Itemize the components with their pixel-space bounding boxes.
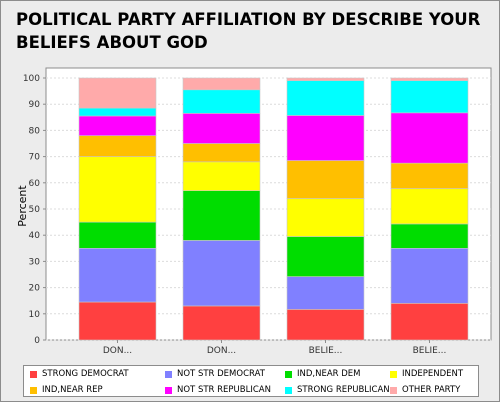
bar-segment-ind-near-dem <box>390 223 469 249</box>
y-tick-label: 60 <box>29 179 41 189</box>
y-tick-label: 10 <box>29 310 41 320</box>
legend-swatch <box>390 386 397 394</box>
legend-swatch <box>285 370 292 378</box>
legend-swatch <box>30 386 37 394</box>
x-tick-label: BELIE... <box>309 346 343 356</box>
legend-label: STRONG REPUBLICAN <box>297 385 390 395</box>
legend-label: NOT STR DEMOCRAT <box>177 369 265 379</box>
legend-swatch <box>390 370 397 378</box>
legend-label: IND,NEAR REP <box>42 385 103 395</box>
legend-item: STRONG REPUBLICAN <box>285 382 390 398</box>
y-tick-label: 70 <box>29 153 41 163</box>
bar-segment-strong-republican <box>390 80 469 114</box>
bar-segment-other-party <box>78 77 157 109</box>
x-tick-label: DON... <box>207 346 236 356</box>
bar-segment-independent <box>390 188 469 225</box>
legend-label: IND,NEAR DEM <box>297 369 361 379</box>
legend-item: OTHER PARTY <box>390 382 480 398</box>
legend-item: IND,NEAR REP <box>30 382 165 398</box>
bar-segment-strong-democrat <box>78 301 157 341</box>
legend-swatch <box>165 386 172 394</box>
legend-item: INDEPENDENT <box>390 366 480 382</box>
bar-segment-independent <box>182 161 261 191</box>
y-tick-label: 20 <box>29 284 41 294</box>
y-tick-label: 100 <box>23 74 40 84</box>
legend-swatch <box>30 370 37 378</box>
y-tick-label: 0 <box>34 336 40 346</box>
legend: STRONG DEMOCRAT NOT STR DEMOCRAT IND,NEAR … <box>23 365 479 397</box>
x-tick-label: BELIE... <box>413 346 447 356</box>
legend-label: STRONG DEMOCRAT <box>42 369 129 379</box>
bar-segment-independent <box>286 198 365 237</box>
bars <box>78 77 469 341</box>
bar-segment-strong-democrat <box>182 305 261 341</box>
bar-segment-strong-republican <box>286 80 365 116</box>
bar-segment-strong-republican <box>78 107 157 117</box>
bar-segment-not-str-democrat <box>390 248 469 304</box>
bar-segment-ind-near-rep <box>182 143 261 163</box>
bar-segment-strong-democrat <box>286 309 365 341</box>
bar-segment-strong-republican <box>182 89 261 114</box>
legend-swatch <box>285 386 292 394</box>
legend-item: NOT STR REPUBLICAN <box>165 382 285 398</box>
chart-title: POLITICAL PARTY AFFILIATION BY DESCRIBE … <box>16 10 481 52</box>
legend-item: IND,NEAR DEM <box>285 366 390 382</box>
bar-segment-other-party <box>390 77 469 81</box>
y-axis-label: Percent <box>16 185 29 227</box>
bar-segment-not-str-democrat <box>182 240 261 307</box>
y-axis-ticks: 0 10 20 30 40 50 60 70 80 90 100 <box>23 74 46 346</box>
bar-segment-not-str-republican <box>182 113 261 144</box>
bar-segment-not-str-democrat <box>286 276 365 310</box>
bar-segment-not-str-republican <box>286 115 365 161</box>
y-tick-label: 40 <box>29 231 41 241</box>
bar-segment-other-party <box>286 77 365 81</box>
legend-label: NOT STR REPUBLICAN <box>177 385 271 395</box>
legend-item: NOT STR DEMOCRAT <box>165 366 285 382</box>
bar-segment-ind-near-dem <box>78 221 157 249</box>
bar-segment-independent <box>78 156 157 223</box>
bar-segment-not-str-democrat <box>78 248 157 303</box>
x-tick-label: DON... <box>103 346 132 356</box>
y-tick-label: 90 <box>29 100 41 110</box>
y-tick-label: 80 <box>29 126 41 136</box>
legend-swatch <box>165 370 172 378</box>
bar-segment-ind-near-dem <box>182 190 261 241</box>
bar-segment-strong-democrat <box>390 303 469 341</box>
x-axis-ticks: DON... DON... BELIE... BELIE... <box>103 340 447 356</box>
bar-segment-not-str-republican <box>390 112 469 164</box>
bar-segment-ind-near-rep <box>390 162 469 189</box>
bar-segment-other-party <box>182 77 261 91</box>
y-tick-label: 30 <box>29 257 41 267</box>
y-tick-label: 50 <box>29 205 41 215</box>
legend-item: STRONG DEMOCRAT <box>30 366 165 382</box>
legend-label: INDEPENDENT <box>402 369 464 379</box>
bar-segment-ind-near-rep <box>286 160 365 199</box>
bar-segment-ind-near-rep <box>78 135 157 157</box>
bar-segment-not-str-republican <box>78 115 157 136</box>
bar-segment-ind-near-dem <box>286 236 365 277</box>
legend-label: OTHER PARTY <box>402 385 461 395</box>
